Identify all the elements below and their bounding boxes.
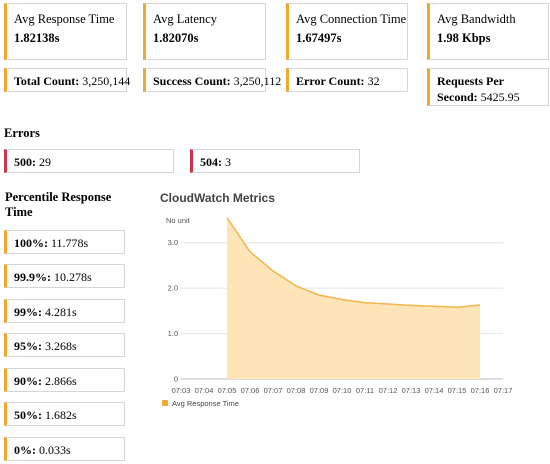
avg-response-time-area xyxy=(227,217,480,379)
avg-response-time-card: Avg Response Time 1.82138s xyxy=(4,3,127,60)
total-count-card: Total Count: 3,250,144 xyxy=(4,68,131,92)
metric-value: 1.67497s xyxy=(296,31,342,45)
percentile-label: 99.9%: xyxy=(14,270,51,284)
x-tick-label: 07:09 xyxy=(310,386,329,395)
metric-value: 1.98 Kbps xyxy=(437,31,491,45)
requests-per-second-card: Requests Per Second: 5425.95 xyxy=(427,68,549,106)
error-code: 504: xyxy=(200,155,222,169)
error-count: 29 xyxy=(39,155,51,169)
metric-label: Avg Connection Time xyxy=(296,12,407,26)
percentile-value: 1.682s xyxy=(45,408,77,422)
percentile-value: 3.268s xyxy=(45,339,77,353)
avg-response-time-line xyxy=(226,217,481,308)
percentile-label: 50%: xyxy=(14,408,42,422)
errors-title: Errors xyxy=(4,126,40,140)
percentile-label: 95%: xyxy=(14,339,42,353)
rps-value: 5425.95 xyxy=(480,90,520,104)
legend-label: Avg Response Time xyxy=(172,399,239,408)
avg-latency-card: Avg Latency 1.82070s xyxy=(143,3,266,60)
percentile-100-card: 100%: 11.778s xyxy=(4,230,125,254)
y-tick-label: 3.0 xyxy=(168,238,178,247)
percentile-value: 4.281s xyxy=(45,305,77,319)
percentile-99-card: 99%: 4.281s xyxy=(4,299,125,323)
percentile-99-9-card: 99.9%: 10.278s xyxy=(4,264,125,288)
error-count-label: Error Count: xyxy=(296,74,365,88)
x-tick-label: 07:05 xyxy=(218,386,237,395)
y-tick-label: 0 xyxy=(174,375,178,384)
cloudwatch-chart: No unit 0 1.0 2.0 3.0 07:03 07:04 07:05 07:06 0… xyxy=(162,216,513,408)
metric-value: 1.82070s xyxy=(153,31,199,45)
error-500-card: 500: 29 xyxy=(4,149,174,173)
percentile-50-card: 50%: 1.682s xyxy=(4,402,125,426)
percentile-title-line1: Percentile Response xyxy=(5,190,112,204)
total-count-value: 3,250,144 xyxy=(82,74,131,88)
metric-label: Avg Response Time xyxy=(14,12,115,26)
x-tick-label: 07:15 xyxy=(448,386,467,395)
error-code: 500: xyxy=(14,155,36,169)
percentile-label: 100%: xyxy=(14,236,48,250)
error-count-value: 32 xyxy=(367,74,380,88)
percentile-0-card: 0%: 0.033s xyxy=(4,437,125,461)
percentile-label: 0%: xyxy=(14,443,36,457)
percentile-value: 10.278s xyxy=(54,270,92,284)
metric-label: Avg Latency xyxy=(153,12,217,26)
percentile-title-line2: Time xyxy=(5,205,33,219)
metric-label: Avg Bandwidth xyxy=(437,12,516,26)
success-count-card: Success Count: 3,250,112 xyxy=(143,68,281,92)
x-tick-label: 07:07 xyxy=(264,386,283,395)
error-count: 3 xyxy=(225,155,231,169)
x-tick-label: 07:16 xyxy=(471,386,490,395)
x-tick-label: 07:14 xyxy=(425,386,444,395)
rps-label-line2: Second: xyxy=(437,90,478,104)
x-tick-label: 07:10 xyxy=(333,386,352,395)
x-tick-label: 07:11 xyxy=(356,386,374,395)
percentile-value: 11.778s xyxy=(51,236,89,250)
x-tick-label: 07:03 xyxy=(172,386,191,395)
error-count-card: Error Count: 32 xyxy=(286,68,408,92)
x-tick-label: 07:17 xyxy=(494,386,513,395)
chart-unit-label: No unit xyxy=(166,216,191,225)
success-count-value: 3,250,112 xyxy=(233,74,282,88)
percentile-90-card: 90%: 2.866s xyxy=(4,368,125,392)
percentile-label: 90%: xyxy=(14,374,42,388)
avg-bandwidth-card: Avg Bandwidth 1.98 Kbps xyxy=(427,3,549,60)
x-tick-label: 07:06 xyxy=(241,386,260,395)
percentile-value: 2.866s xyxy=(45,374,77,388)
total-count-label: Total Count: xyxy=(14,74,80,88)
percentile-value: 0.033s xyxy=(39,443,71,457)
rps-label-line1: Requests Per xyxy=(437,74,504,88)
percentile-95-card: 95%: 3.268s xyxy=(4,333,125,357)
x-tick-label: 07:04 xyxy=(195,386,214,395)
metric-value: 1.82138s xyxy=(14,31,60,45)
x-tick-label: 07:12 xyxy=(379,386,398,395)
y-tick-label: 1.0 xyxy=(168,329,178,338)
x-tick-label: 07:13 xyxy=(402,386,421,395)
avg-connection-time-card: Avg Connection Time 1.67497s xyxy=(286,3,408,60)
y-tick-label: 2.0 xyxy=(168,284,178,293)
legend-swatch xyxy=(162,400,168,406)
percentile-label: 99%: xyxy=(14,305,42,319)
x-tick-label: 07:08 xyxy=(287,386,306,395)
chart-title: CloudWatch Metrics xyxy=(160,191,275,205)
error-504-card: 504: 3 xyxy=(190,149,360,173)
success-count-label: Success Count: xyxy=(153,74,231,88)
